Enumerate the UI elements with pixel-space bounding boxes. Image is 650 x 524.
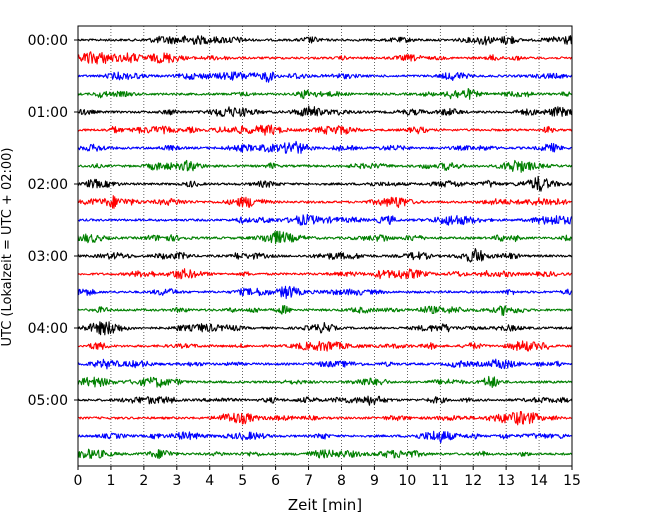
trace-row-23 — [77, 448, 573, 460]
trace-row-17 — [77, 340, 573, 352]
trace-row-2 — [77, 71, 573, 83]
x-tick-label-5: 5 — [238, 473, 247, 489]
y-tick-label-3: 03:00 — [28, 249, 68, 265]
x-tick-label-4: 4 — [205, 473, 214, 489]
trace-row-15 — [77, 305, 573, 317]
trace-row-12 — [77, 247, 573, 263]
x-tick-label-12: 12 — [464, 473, 482, 489]
x-tick-label-2: 2 — [139, 473, 148, 489]
x-tick-label-1: 1 — [106, 473, 115, 489]
x-tick-label-14: 14 — [530, 473, 548, 489]
y-tick-label-2: 02:00 — [28, 177, 68, 193]
y-tick-label-0: 00:00 — [28, 33, 68, 49]
x-tick-label-8: 8 — [337, 473, 346, 489]
trace-row-5 — [77, 124, 573, 136]
trace-layer — [77, 35, 573, 460]
y-tick-label-4: 04:00 — [28, 321, 68, 337]
x-tick-label-6: 6 — [271, 473, 280, 489]
x-tick-label-3: 3 — [172, 473, 181, 489]
x-tick-label-10: 10 — [398, 473, 416, 489]
trace-row-21 — [77, 410, 573, 426]
trace-row-10 — [77, 213, 573, 226]
trace-row-20 — [77, 395, 573, 406]
x-tick-label-11: 11 — [431, 473, 449, 489]
trace-row-1 — [77, 51, 573, 65]
trace-row-3 — [77, 88, 573, 100]
trace-row-6 — [77, 140, 573, 154]
trace-row-0 — [77, 35, 573, 46]
y-axis-label: UTC (Lokalzeit = UTC + 02:00) — [0, 148, 15, 347]
trace-row-4 — [77, 105, 573, 118]
x-tick-label-0: 0 — [74, 473, 83, 489]
trace-row-18 — [77, 358, 573, 370]
y-tick-label-1: 01:00 — [28, 105, 68, 121]
trace-row-13 — [77, 268, 573, 280]
grid-layer — [110, 26, 540, 466]
x-axis-label: Zeit [min] — [288, 496, 362, 514]
trace-row-16 — [77, 321, 573, 336]
trace-row-8 — [77, 175, 573, 192]
trace-row-14 — [77, 285, 573, 300]
x-tick-label-13: 13 — [497, 473, 515, 489]
trace-row-19 — [77, 375, 573, 389]
x-tick-label-9: 9 — [370, 473, 379, 489]
plot-background — [78, 26, 572, 466]
axis-layer: 0 1 2 3 4 5 6 7 8 9 10 11 12 13 14 1500:0001:0002:0003:… — [28, 33, 581, 489]
trace-row-22 — [77, 430, 573, 444]
y-tick-label-5: 05:00 — [28, 393, 68, 409]
trace-row-9 — [77, 195, 573, 209]
x-tick-label-15: 15 — [563, 473, 581, 489]
plot-frame — [77, 25, 573, 467]
trace-row-11 — [77, 230, 573, 245]
trace-row-7 — [77, 159, 573, 173]
x-tick-label-7: 7 — [304, 473, 313, 489]
